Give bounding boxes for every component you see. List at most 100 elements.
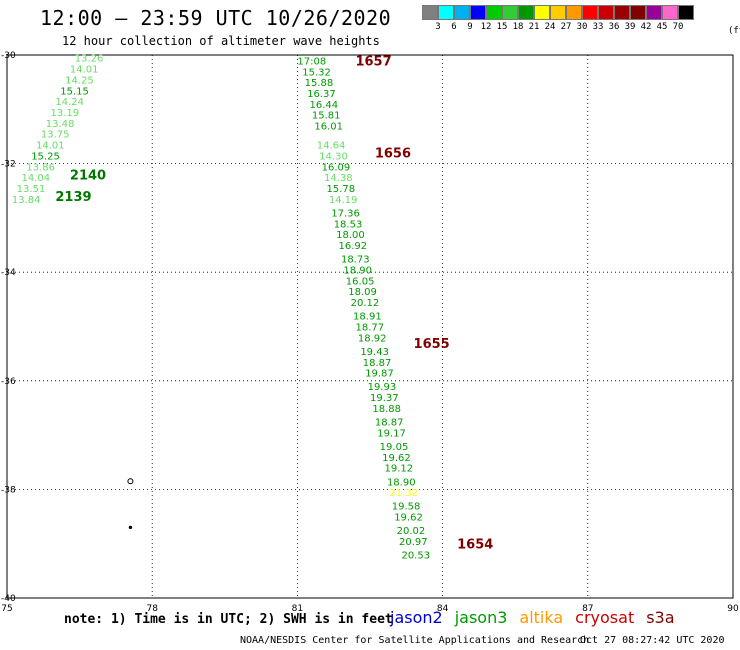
- legend-label: 39: [624, 22, 636, 32]
- legend-swatch: [662, 5, 678, 20]
- x-tick-label: 90: [727, 604, 739, 614]
- wave-height-value: 16.37: [307, 89, 336, 100]
- legend-label: 12: [480, 22, 492, 32]
- wave-height-value: 16.05: [346, 276, 375, 287]
- legend-swatch: [582, 5, 598, 20]
- wave-height-value: 16.44: [310, 100, 339, 111]
- y-tick-label: -36: [1, 377, 16, 387]
- legend-swatch: [518, 5, 534, 20]
- wave-height-value: 21.32: [389, 488, 418, 499]
- wave-height-value: 19.62: [394, 513, 423, 524]
- satellite-jason3: jason3: [454, 608, 508, 627]
- wave-height-value: 13.75: [41, 130, 70, 141]
- legend-label: 45: [656, 22, 668, 32]
- island-marker: [128, 525, 133, 530]
- legend-label: 9: [467, 22, 473, 32]
- legend-swatch: [486, 5, 502, 20]
- legend-swatch: [534, 5, 550, 20]
- pass-number: 1657: [355, 54, 391, 69]
- legend-swatch: [566, 5, 582, 20]
- wave-height-value: 14.64: [317, 141, 346, 152]
- footer-timestamp: Oct 27 08:27:42 UTC 2020: [580, 635, 725, 646]
- wave-height-value: 19.37: [370, 393, 399, 404]
- wave-height-value: 13.51: [17, 184, 46, 195]
- wave-height-value: 17:08: [297, 56, 326, 67]
- legend-label: 21: [528, 22, 540, 32]
- chart-title: 12:00 – 23:59 UTC 10/26/2020: [40, 6, 392, 30]
- wave-height-value: 20.02: [397, 526, 426, 537]
- legend-swatch: [502, 5, 518, 20]
- pass-number: 1655: [414, 337, 450, 352]
- wave-height-value: 14.01: [36, 141, 65, 152]
- pass-number: 1654: [457, 538, 493, 553]
- satellite-s3a: s3a: [646, 608, 675, 627]
- wave-height-value: 18.87: [375, 418, 404, 429]
- y-tick-label: -40: [1, 594, 16, 604]
- wave-height-value: 19.87: [365, 369, 394, 380]
- islands: [127, 478, 134, 530]
- x-tick-label: 87: [582, 604, 593, 614]
- wave-height-value: 19.12: [385, 464, 414, 475]
- wave-height-value: 15.78: [326, 184, 355, 195]
- footer-credit: NOAA/NESDIS Center for Satellite Applica…: [240, 635, 590, 646]
- legend-label: 27: [560, 22, 572, 32]
- wave-height-value: 14.01: [70, 65, 99, 76]
- legend-label: 42: [640, 22, 652, 32]
- wave-height-value: 18.90: [387, 477, 416, 488]
- wave-height-value: 13.84: [12, 195, 41, 206]
- satellite-jason2: jason2: [390, 608, 443, 627]
- wave-height-value: 18.73: [341, 255, 370, 266]
- wave-height-value: 19.58: [392, 502, 421, 513]
- legend-swatch: [598, 5, 614, 20]
- y-tick-label: -38: [1, 485, 16, 495]
- legend-labels: 3 6 9 12 15 18 21 24 27 30 33 36 39 42 45 70: [422, 20, 694, 34]
- legend-swatch: [422, 5, 438, 20]
- legend-label: 3: [435, 22, 441, 32]
- wave-height-value: 18.77: [355, 323, 384, 334]
- wave-height-value: 13.19: [51, 108, 80, 119]
- legend-swatch: [438, 5, 454, 20]
- wave-height-value: 15.15: [60, 86, 89, 97]
- legend-label: 70: [672, 22, 684, 32]
- wave-height-value: 15.81: [312, 111, 341, 122]
- wave-height-value: 20.97: [399, 537, 428, 548]
- wave-height-value: 19.43: [360, 347, 389, 358]
- map-grid: [6, 54, 734, 599]
- legend-label: 33: [592, 22, 604, 32]
- wave-height-value: 18.53: [334, 219, 363, 230]
- axis-tick-labels: 75 78 81 84 87 90 -30 -32 -34 -36 -38 -40: [1, 51, 739, 614]
- wave-height-value: 18.00: [336, 230, 365, 241]
- legend-label: 15: [496, 22, 508, 32]
- wave-height-value: 18.92: [358, 333, 387, 344]
- legend-label: 24: [544, 22, 556, 32]
- legend-unit: (ft): [728, 26, 740, 36]
- legend-swatch: [630, 5, 646, 20]
- pass-number: 1656: [375, 147, 411, 162]
- wave-height-value: 17.36: [331, 208, 360, 219]
- x-tick-label: 81: [292, 604, 303, 614]
- legend-label: 30: [576, 22, 588, 32]
- wave-height-value: 14.38: [324, 173, 353, 184]
- y-tick-label: -30: [1, 51, 16, 61]
- wave-height-value: 19.93: [368, 382, 397, 393]
- wave-height-values: 13.2614.0114.2515.1514.2413.1913.4813.75…: [12, 54, 430, 562]
- wave-height-value: 14.30: [319, 151, 348, 162]
- x-tick-label: 84: [437, 604, 449, 614]
- wave-height-value: 16.01: [314, 122, 343, 133]
- satellite-altika: altika: [519, 608, 564, 627]
- x-tick-label: 75: [1, 604, 12, 614]
- wave-height-value: 20.53: [401, 551, 430, 562]
- wave-height-value: 18.09: [348, 287, 377, 298]
- satellite-cryosat: cryosat: [575, 608, 635, 627]
- footnote: note: 1) Time is in UTC; 2) SWH is in fe…: [64, 612, 393, 627]
- legend-label: 36: [608, 22, 620, 32]
- wave-height-value: 18.88: [372, 404, 401, 415]
- wave-height-value: 19.17: [377, 428, 406, 439]
- pass-number: 2139: [55, 190, 91, 205]
- chart-subtitle: 12 hour collection of altimeter wave hei…: [62, 34, 380, 48]
- y-tick-label: -34: [1, 268, 16, 278]
- legend-swatch: [454, 5, 470, 20]
- wave-height-value: 14.19: [329, 195, 358, 206]
